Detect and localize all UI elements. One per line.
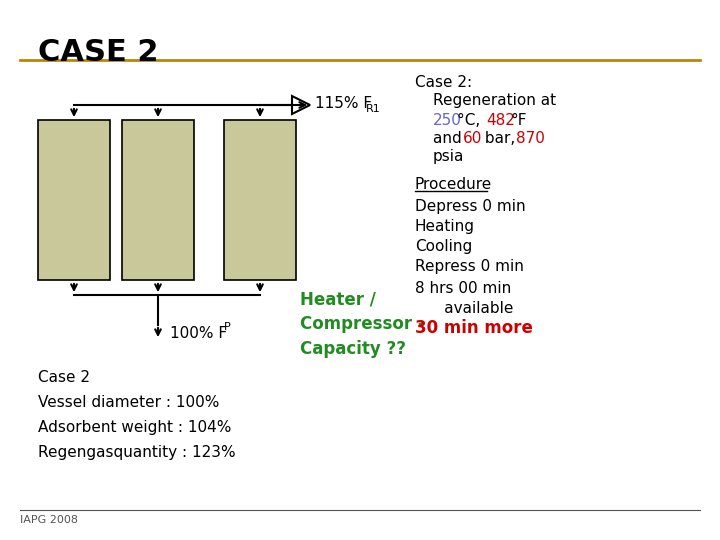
Text: Adsorbent weight : 104%: Adsorbent weight : 104% (38, 420, 231, 435)
Text: Regeneration at: Regeneration at (433, 93, 556, 108)
Text: Depress 0 min: Depress 0 min (415, 199, 526, 214)
FancyBboxPatch shape (224, 120, 296, 280)
Text: IAPG 2008: IAPG 2008 (20, 515, 78, 525)
Text: Heater /
Compressor -
Capacity ??: Heater / Compressor - Capacity ?? (300, 290, 425, 358)
Text: Cooling: Cooling (415, 239, 472, 254)
Text: Case 2: Case 2 (38, 370, 90, 385)
Text: Vessel diameter : 100%: Vessel diameter : 100% (38, 395, 220, 410)
Text: °F: °F (510, 113, 526, 128)
Text: 870: 870 (516, 131, 545, 146)
FancyBboxPatch shape (38, 120, 110, 280)
Text: Procedure: Procedure (415, 177, 492, 192)
Text: bar,: bar, (480, 131, 520, 146)
Text: 250: 250 (433, 113, 462, 128)
Text: P: P (224, 322, 230, 332)
Text: 8 hrs 00 min
      available: 8 hrs 00 min available (415, 281, 513, 316)
FancyBboxPatch shape (122, 120, 194, 280)
Text: R1: R1 (366, 104, 381, 114)
Text: 115% F: 115% F (315, 96, 372, 111)
Text: 100% F: 100% F (170, 326, 227, 341)
Text: psia: psia (433, 149, 464, 164)
Text: Heating: Heating (415, 219, 475, 234)
Text: 60: 60 (463, 131, 482, 146)
Text: CASE 2: CASE 2 (38, 38, 158, 67)
Text: 482: 482 (486, 113, 515, 128)
Text: Case 2:: Case 2: (415, 75, 472, 90)
Text: Regengasquantity : 123%: Regengasquantity : 123% (38, 445, 235, 460)
Text: Repress 0 min: Repress 0 min (415, 259, 524, 274)
Text: °C,: °C, (457, 113, 485, 128)
Text: 30 min more: 30 min more (415, 319, 533, 337)
Text: and: and (433, 131, 467, 146)
